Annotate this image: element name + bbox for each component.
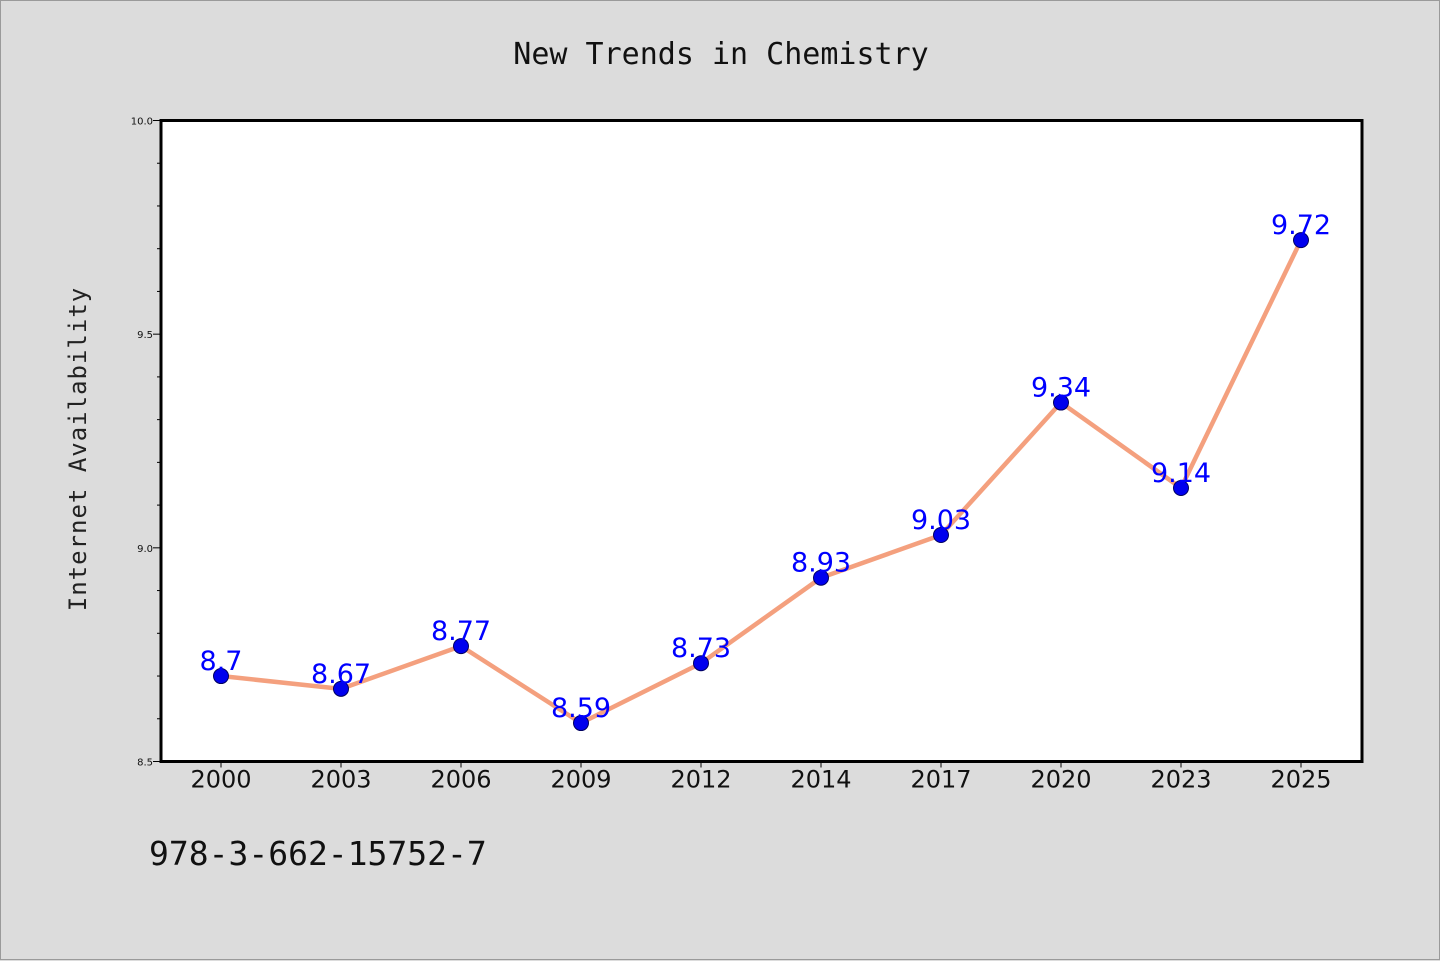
data-label: 8.7 <box>200 646 243 677</box>
plot-border <box>159 119 1364 763</box>
data-point-marker <box>573 715 589 732</box>
x-tick-label: 2003 <box>310 766 371 794</box>
data-label: 8.59 <box>551 693 611 724</box>
data-point-marker <box>693 655 709 672</box>
data-label: 8.77 <box>431 616 491 647</box>
x-axis: 2000 2003 2006 2009 2012 2014 2017 2020 2023 2025 <box>190 761 1332 794</box>
x-tick-label: 2025 <box>1270 766 1331 794</box>
series-line <box>218 237 1304 726</box>
isbn-text: 978-3-662-15752-7 <box>149 834 487 873</box>
y-tick-label: 10.0 <box>131 117 153 128</box>
x-tick-label: 2023 <box>1150 766 1211 794</box>
data-label: 8.67 <box>311 659 371 690</box>
series-line-group <box>218 237 1304 726</box>
data-label: 9.03 <box>911 505 971 536</box>
plot-area <box>161 120 1362 762</box>
x-tick-label: 2012 <box>670 766 731 794</box>
data-label: 8.93 <box>791 548 851 579</box>
x-tick-label: 2014 <box>790 766 851 794</box>
chart-title: New Trends in Chemistry <box>513 37 928 72</box>
data-labels-group: 8.7 8.67 8.77 8.59 8.73 8.93 9.03 9.34 9.14 9.72 <box>200 210 1332 724</box>
x-tick-label: 2017 <box>910 766 971 794</box>
data-label: 8.73 <box>671 633 731 664</box>
x-tick-label: 2009 <box>550 766 611 794</box>
x-tick-label: 2000 <box>190 766 251 794</box>
y-tick-label: 9.0 <box>137 544 153 555</box>
data-point-marker <box>333 680 349 697</box>
data-label: 9.72 <box>1271 210 1331 241</box>
y-axis: 8.5 9.0 9.5 10.0 <box>131 117 161 769</box>
y-tick-label: 9.5 <box>137 330 153 341</box>
data-point-marker <box>1293 232 1309 249</box>
y-axis-label: Internet Availability <box>64 287 92 611</box>
data-label: 9.14 <box>1151 458 1211 489</box>
data-point-marker <box>1053 394 1069 411</box>
data-point-marker <box>813 569 829 586</box>
x-tick-label: 2020 <box>1030 766 1091 794</box>
markers-group <box>213 232 1309 732</box>
data-point-marker <box>1173 480 1189 497</box>
data-point-marker <box>453 638 469 655</box>
data-point-marker <box>933 527 949 544</box>
data-point-marker <box>213 668 229 685</box>
x-tick-label: 2006 <box>430 766 491 794</box>
y-tick-label: 8.5 <box>137 758 153 769</box>
data-label: 9.34 <box>1031 373 1091 404</box>
